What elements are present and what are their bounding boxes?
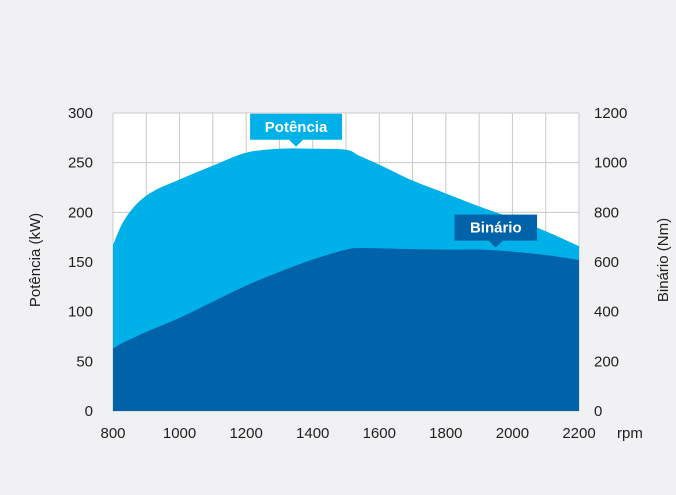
x-tick-label: 1000 (163, 425, 196, 442)
x-tick-label: 1200 (229, 425, 262, 442)
x-tick-label: 2200 (562, 425, 595, 442)
callout-pointer (488, 240, 503, 248)
x-tick-label: 1600 (363, 425, 396, 442)
y-right-tick-label: 1000 (594, 155, 627, 172)
area-binario (113, 248, 579, 411)
x-axis-label: rpm (617, 425, 643, 442)
y-right-tick-label: 1200 (594, 105, 627, 122)
y-left-tick-label: 0 (85, 403, 93, 420)
y-right-tick-label: 200 (594, 353, 619, 370)
y-right-tick-label: 0 (594, 403, 602, 420)
x-tick-label: 1400 (296, 425, 329, 442)
callout-label: Potência (265, 119, 328, 136)
tick-labels: 800 1000 1200 1400 1600 1800 2000 2200050100150… (68, 105, 627, 442)
callout-pointer (289, 139, 304, 147)
y-right-tick-label: 400 (594, 304, 619, 321)
y-left-tick-label: 50 (76, 353, 93, 370)
y-left-tick-label: 300 (68, 105, 93, 122)
y-left-tick-label: 250 (68, 155, 93, 172)
callout-label: Binário (470, 220, 522, 237)
callout-potencia: Potência (250, 113, 343, 147)
x-tick-label: 2000 (496, 425, 529, 442)
areas (113, 148, 579, 411)
y-right-tick-label: 800 (594, 204, 619, 221)
callout-box (250, 113, 343, 140)
y-axis-right-label: Binário (Nm) (655, 218, 672, 302)
x-tick-label: 1800 (429, 425, 462, 442)
y-left-tick-label: 200 (68, 204, 93, 221)
y-right-tick-label: 600 (594, 254, 619, 271)
callout-box (454, 214, 538, 241)
x-tick-label: 800 (100, 425, 125, 442)
y-axis-left-label: Potência (kW) (27, 213, 44, 307)
callout-binario: Binário (454, 214, 538, 248)
y-left-tick-label: 100 (68, 304, 93, 321)
y-left-tick-label: 150 (68, 254, 93, 271)
callouts: Potência Binário (250, 113, 538, 248)
